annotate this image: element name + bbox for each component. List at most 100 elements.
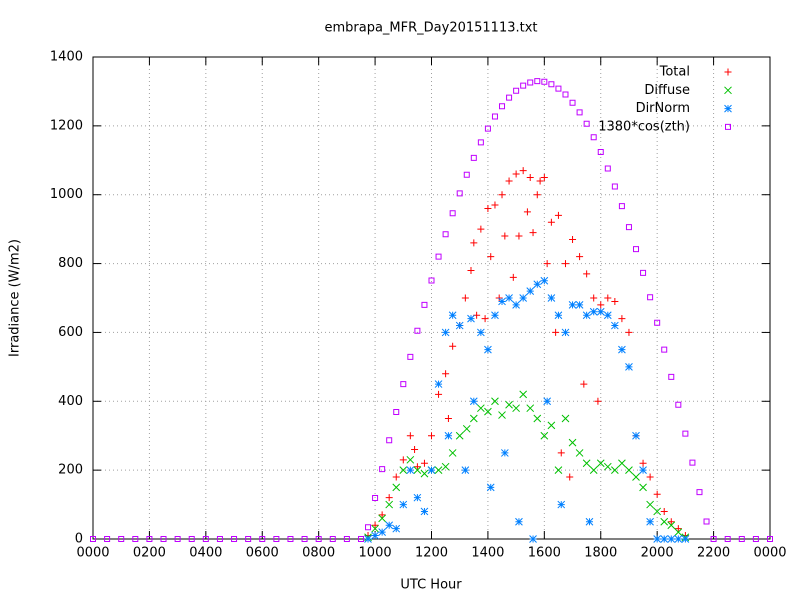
data-point <box>444 415 452 422</box>
data-point <box>594 397 602 405</box>
data-point <box>738 536 745 542</box>
data-point <box>467 266 475 274</box>
data-point <box>463 171 470 178</box>
x-tick-label: 1600 <box>528 546 561 561</box>
plot-border <box>92 56 771 540</box>
data-point <box>674 525 682 533</box>
data-point <box>618 315 626 323</box>
data-point <box>618 203 625 210</box>
data-point <box>533 191 541 199</box>
data-point <box>590 134 597 141</box>
data-point <box>411 445 419 453</box>
data-point <box>667 518 675 526</box>
data-point <box>767 536 773 542</box>
x-tick-label: 0000 <box>753 546 786 561</box>
data-point <box>498 191 506 199</box>
data-point <box>160 536 167 542</box>
data-point <box>500 449 509 457</box>
data-point <box>174 536 181 542</box>
data-point <box>118 536 125 542</box>
data-point <box>385 494 393 502</box>
data-point <box>399 500 408 509</box>
data-point <box>498 297 506 306</box>
data-point <box>406 466 415 474</box>
data-point <box>413 466 422 474</box>
x-tick-label: 1200 <box>415 546 448 561</box>
chart-title: embrapa_MFR_Day20151113.txt <box>324 21 537 36</box>
data-point <box>435 253 442 260</box>
data-point <box>580 380 588 388</box>
data-point <box>561 328 570 337</box>
data-point <box>547 218 555 226</box>
data-point <box>526 404 535 413</box>
data-point <box>505 177 513 185</box>
data-point <box>357 536 364 542</box>
data-point <box>654 319 661 326</box>
data-point <box>379 466 386 473</box>
data-point <box>646 500 654 509</box>
data-point <box>540 174 548 181</box>
data-point <box>529 535 537 543</box>
data-point <box>467 314 475 323</box>
data-point <box>505 294 513 302</box>
data-point <box>668 373 675 380</box>
data-point <box>618 459 626 468</box>
data-point <box>498 411 506 419</box>
data-point <box>583 120 590 127</box>
data-point <box>561 260 569 268</box>
data-point <box>202 536 209 542</box>
data-point <box>455 431 464 440</box>
data-point <box>343 536 350 542</box>
y-tick-label: 800 <box>58 256 83 271</box>
data-point <box>484 345 492 354</box>
data-point <box>674 528 683 536</box>
data-point <box>653 490 661 498</box>
data-point <box>287 536 294 542</box>
data-point <box>434 466 443 474</box>
data-point <box>146 536 153 542</box>
data-point <box>486 483 495 492</box>
data-point <box>583 270 591 278</box>
data-point <box>378 514 386 523</box>
data-point <box>519 294 528 302</box>
data-point <box>392 483 401 492</box>
data-point <box>618 345 626 354</box>
data-point <box>660 517 669 526</box>
data-point <box>540 431 549 440</box>
legend-label: DirNorm <box>636 101 690 116</box>
x-tick-label: 0000 <box>76 546 109 561</box>
data-point <box>231 536 238 542</box>
data-point <box>477 225 485 233</box>
data-point <box>413 493 422 502</box>
data-point <box>420 507 429 516</box>
data-point <box>499 103 506 110</box>
data-point <box>660 535 669 543</box>
data-point <box>557 500 566 509</box>
data-point <box>462 424 471 433</box>
data-point <box>448 311 457 320</box>
data-point <box>639 459 647 467</box>
data-point <box>216 536 223 542</box>
data-point <box>427 466 436 474</box>
data-point <box>365 524 372 531</box>
data-point <box>585 517 594 526</box>
data-point <box>428 432 435 440</box>
data-point <box>603 462 612 471</box>
data-point <box>477 328 485 337</box>
data-point <box>484 407 492 416</box>
data-point <box>710 536 717 542</box>
x-tick-label: 1400 <box>471 546 504 561</box>
data-point <box>589 307 598 316</box>
data-point <box>509 273 517 281</box>
data-point <box>639 466 647 474</box>
data-point <box>540 276 549 285</box>
data-point <box>501 232 509 240</box>
data-point <box>519 390 528 399</box>
data-point <box>526 174 534 181</box>
data-point <box>534 78 541 85</box>
data-point <box>682 430 689 437</box>
data-point <box>597 149 604 156</box>
data-point <box>541 78 548 85</box>
legend-label: Diffuse <box>644 83 690 98</box>
x-axis-label: UTC Hour <box>400 578 462 593</box>
